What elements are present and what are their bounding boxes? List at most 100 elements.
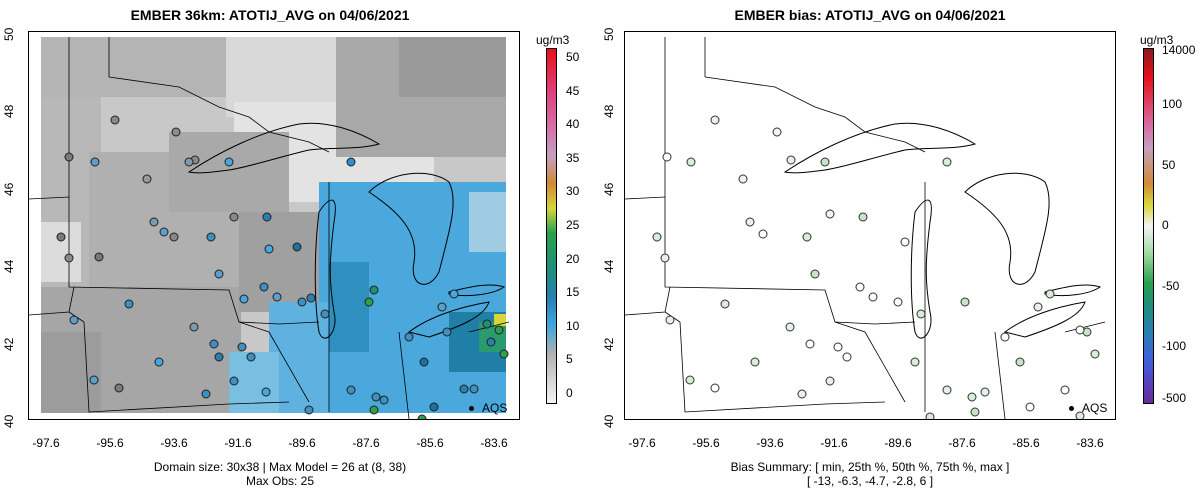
aqs-point: [304, 405, 314, 415]
aqs-point: [494, 325, 504, 335]
caption-line: Bias Summary: [ min, 25th %, 50th %, 75t…: [730, 460, 1010, 474]
aqs-point: [154, 357, 164, 367]
lon-tick: -91.6: [224, 436, 252, 450]
bias-point: [1075, 325, 1085, 335]
aqs-point: [371, 392, 381, 402]
lon-tick: -85.6: [416, 436, 444, 450]
lat-tick: 40: [2, 414, 16, 428]
aqs-point: [369, 405, 379, 415]
bias-point: [967, 392, 977, 402]
bias-point: [960, 297, 970, 307]
colorbar-tick: 15: [566, 285, 580, 299]
lat-tick: 50: [602, 27, 616, 41]
bias-point: [665, 315, 675, 325]
bias-point: [825, 209, 835, 219]
aqs-point: [417, 414, 427, 419]
lon-tick: -83.6: [480, 436, 508, 450]
colorbar-tick: 50: [566, 50, 580, 64]
aqs-point: [149, 217, 159, 227]
bias-point: [855, 282, 865, 292]
lon-tick: -97.6: [628, 436, 656, 450]
lon-tick: -93.6: [160, 436, 188, 450]
lat-tick: 46: [602, 182, 616, 196]
colorbar-tick: -500: [1162, 391, 1187, 405]
colorbar-tick: 0: [1162, 218, 1169, 232]
aqs-point: [404, 332, 414, 342]
aqs-point: [69, 315, 79, 325]
colorbar-tick: 10: [566, 319, 580, 333]
panel-title: EMBER bias: ATOTIJ_AVG on 04/06/2021: [734, 7, 1006, 23]
aqs-point: [346, 385, 356, 395]
lake-outlines: [187, 122, 506, 339]
bias-point: [893, 297, 903, 307]
bias-point: [720, 299, 730, 309]
aqs-legend-dot: [469, 406, 474, 411]
grid-cell: [41, 222, 81, 282]
lon-tick: -89.6: [288, 436, 316, 450]
colorbar-unit: ug/m3: [1140, 33, 1174, 47]
aqs-point: [224, 157, 234, 167]
model-map-svg: [29, 37, 510, 419]
bias-point: [772, 127, 782, 137]
colorbar-tick: 100: [1162, 97, 1183, 111]
bias-point: [942, 385, 952, 395]
bias-point: [1075, 411, 1085, 419]
lon-tick: -97.6: [32, 436, 60, 450]
bias-point: [980, 387, 990, 397]
aqs-point: [379, 395, 389, 405]
bias-points: [652, 115, 1100, 419]
grid-cell: [399, 37, 506, 97]
aqs-point: [259, 282, 269, 292]
lon-tick: -85.6: [1012, 436, 1040, 450]
aqs-point: [482, 319, 492, 329]
aqs-point: [297, 297, 307, 307]
model-map-panel: EMBER 36km: ATOTIJ_AVG on 04/06/2021: [2, 7, 580, 488]
aqs-point: [142, 174, 152, 184]
bias-map-panel: EMBER bias: ATOTIJ_AVG on 04/06/2021: [600, 0, 1200, 502]
aqs-points: [56, 115, 509, 419]
state-boundaries: [625, 37, 1106, 419]
lat-tick: 44: [2, 259, 16, 273]
colorbar-tick: 20: [566, 252, 580, 266]
aqs-point: [124, 299, 134, 309]
colorbar-tick: 35: [566, 151, 580, 165]
bias-point: [797, 389, 807, 399]
aqs-point: [89, 375, 99, 385]
aqs-point: [429, 402, 439, 412]
aqs-point: [499, 349, 509, 359]
aqs-point: [214, 352, 224, 362]
bias-point: [868, 292, 878, 302]
aqs-legend-label: AQS: [482, 401, 508, 415]
grid-cell: [469, 192, 506, 252]
aqs-point: [442, 327, 452, 337]
lon-tick: -89.6: [884, 436, 912, 450]
aqs-point: [306, 293, 316, 303]
lake-outlines: [783, 122, 1102, 339]
aqs-point: [292, 242, 302, 252]
lat-tick: 48: [602, 104, 616, 118]
lat-tick: 50: [2, 27, 16, 41]
bias-point: [1015, 357, 1025, 367]
bias-point: [758, 229, 768, 239]
lat-tick: 48: [2, 104, 16, 118]
bias-point: [785, 322, 795, 332]
colorbar: [1143, 48, 1154, 404]
aqs-legend-label: AQS: [1082, 401, 1108, 415]
aqs-point: [94, 252, 104, 262]
aqs-point: [184, 157, 194, 167]
aqs-point: [261, 387, 271, 397]
aqs-point: [201, 389, 211, 399]
aqs-point: [449, 289, 459, 299]
aqs-point: [262, 212, 272, 222]
colorbar-tick: 40: [566, 117, 580, 131]
aqs-point: [486, 337, 496, 347]
bias-point: [810, 269, 820, 279]
aqs-point: [272, 292, 282, 302]
lat-tick: 42: [2, 337, 16, 351]
bias-point: [820, 157, 830, 167]
bias-point: [750, 357, 760, 367]
bias-map-svg: [625, 37, 1106, 419]
bias-point: [925, 412, 935, 419]
colorbar-tick: 45: [566, 84, 580, 98]
bias-point: [833, 342, 843, 352]
